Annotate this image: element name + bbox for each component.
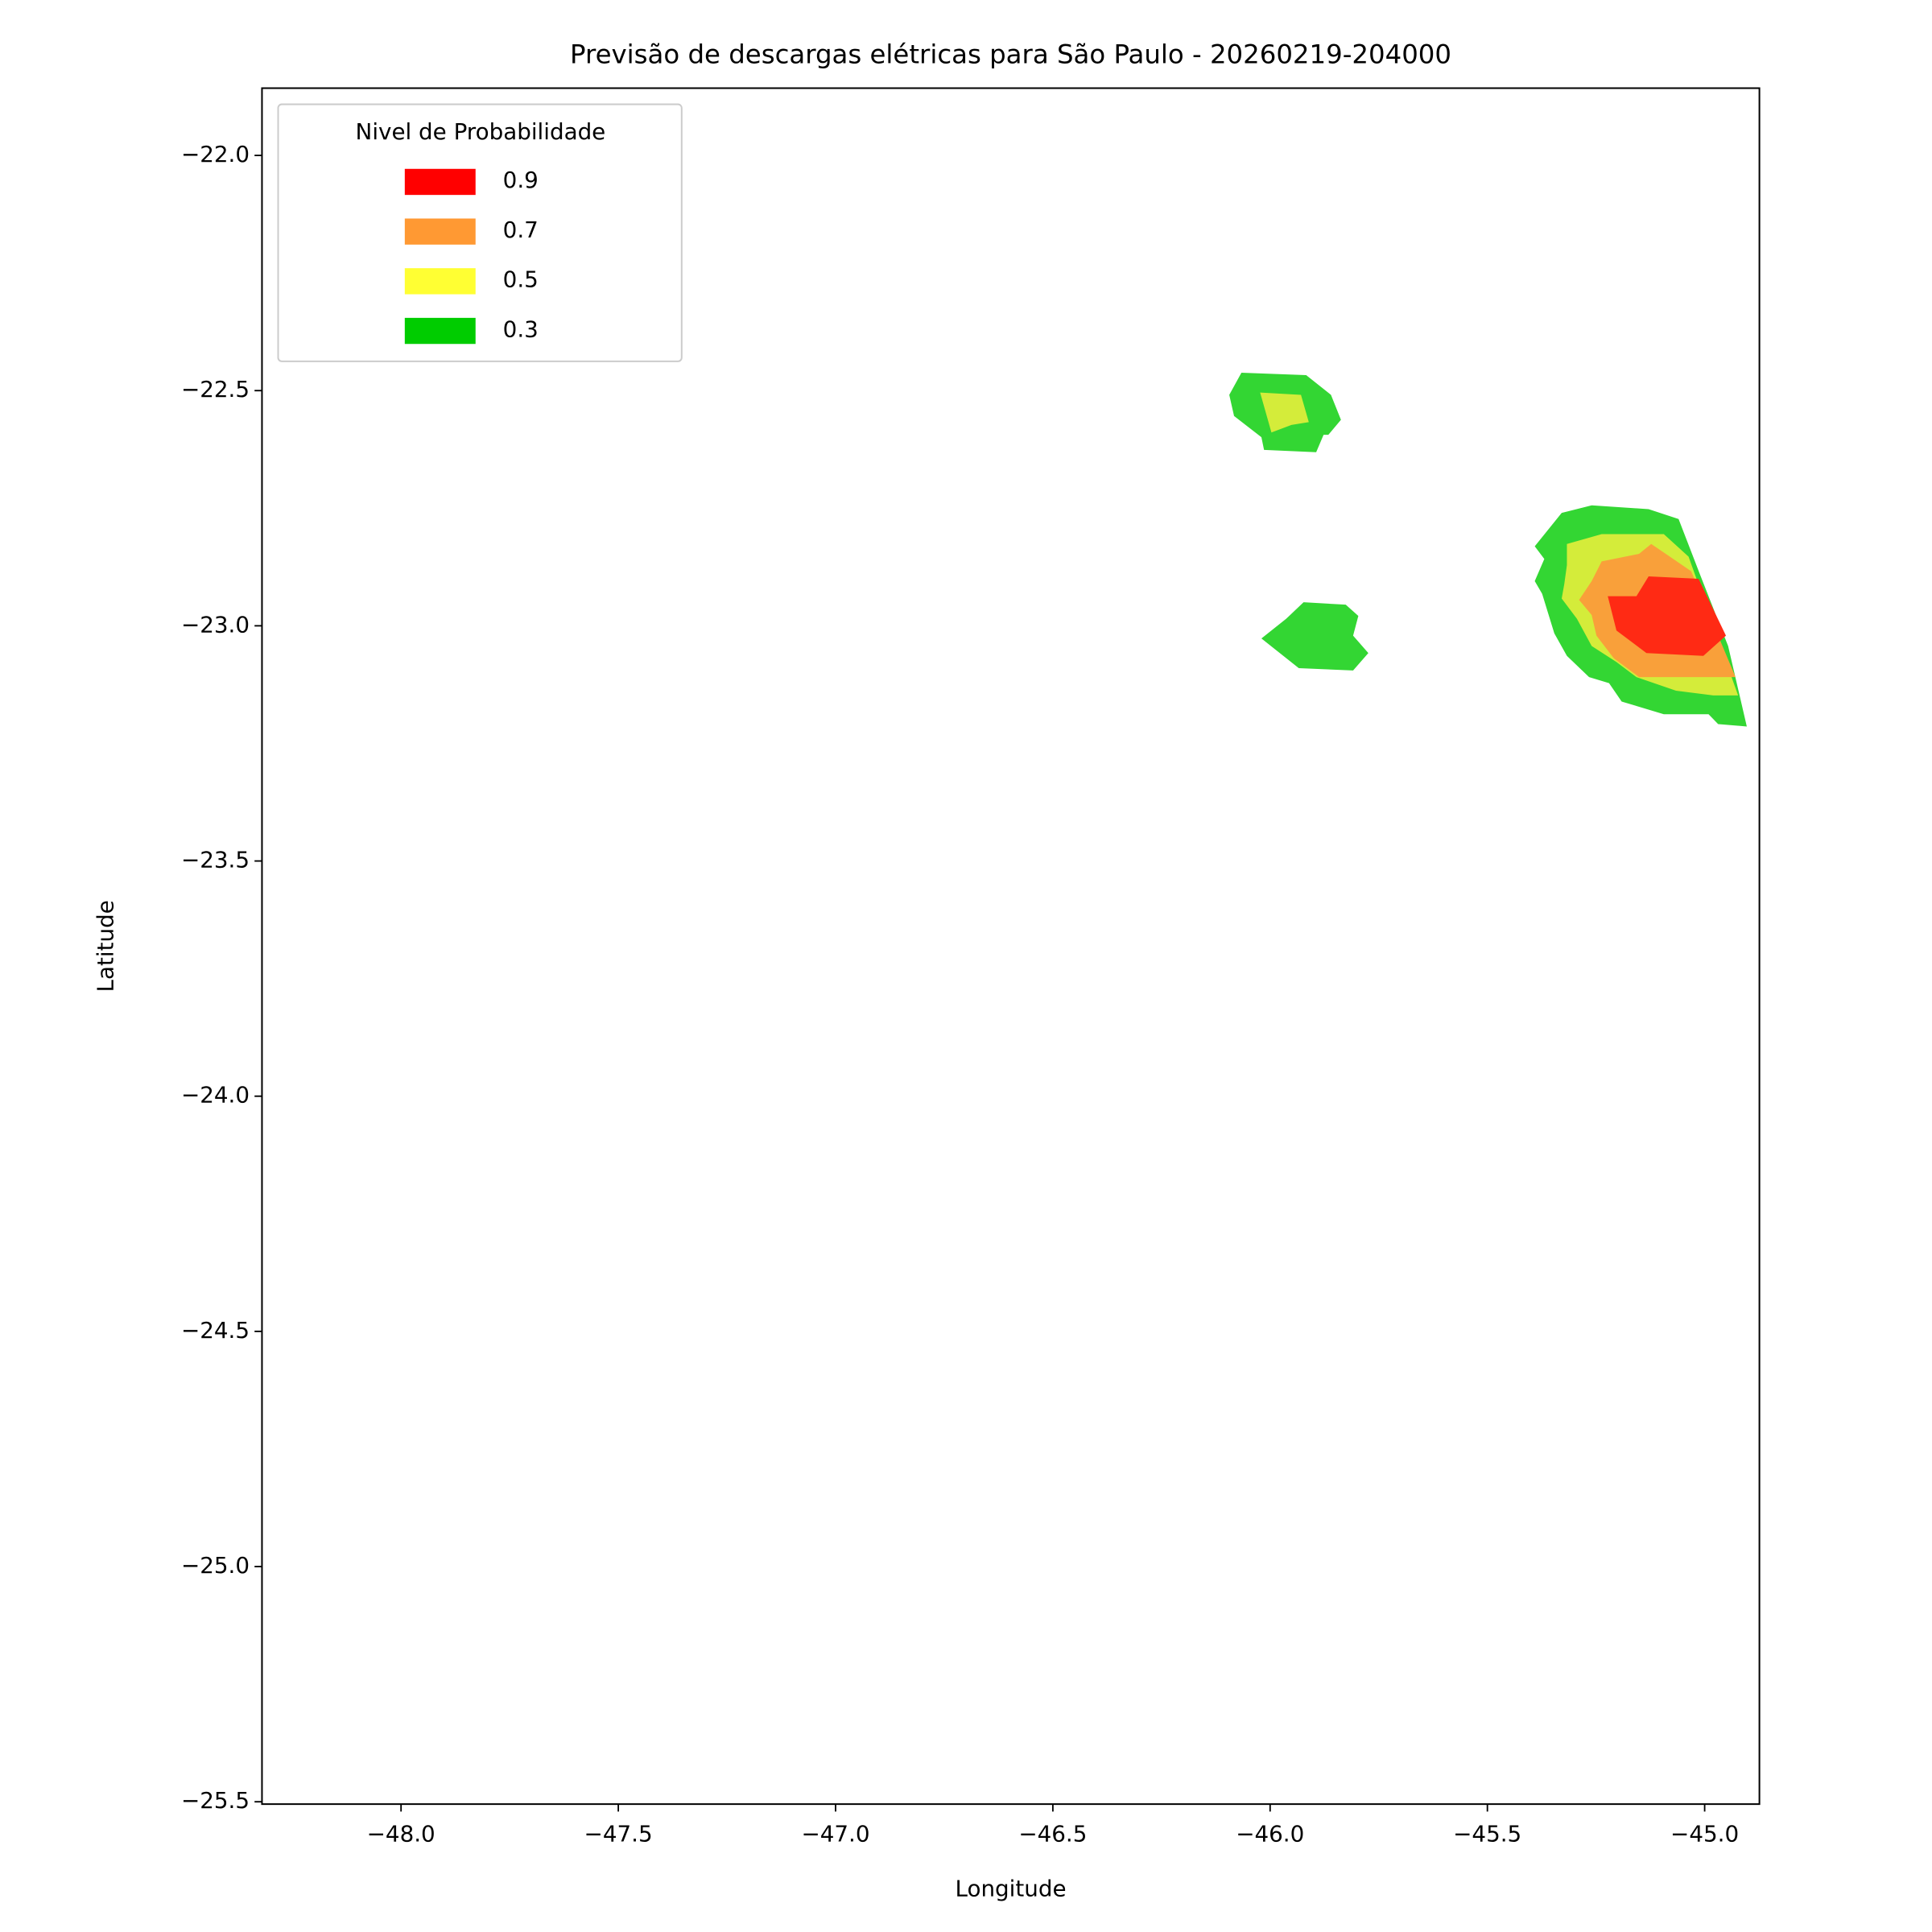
contour-region	[1260, 392, 1309, 433]
x-tick-label: −46.0	[1236, 1820, 1304, 1847]
x-tick-label: −48.0	[367, 1820, 436, 1847]
x-axis-label: Longitude	[956, 1876, 1067, 1902]
y-tick-label: −23.0	[181, 611, 250, 638]
legend-swatch	[404, 268, 476, 295]
legend-label: 0.5	[503, 266, 539, 293]
x-tick-label: −45.5	[1453, 1820, 1521, 1847]
x-tick-label: −45.0	[1670, 1820, 1739, 1847]
y-tick-label: −22.5	[181, 376, 250, 402]
legend-label: 0.3	[503, 316, 539, 342]
legend-title: Nivel de Probabilidade	[356, 118, 606, 145]
legend-swatch	[404, 168, 476, 196]
contour-region	[1608, 576, 1727, 656]
x-tick-label: −46.5	[1018, 1820, 1087, 1847]
y-tick-label: −24.0	[181, 1082, 250, 1108]
y-tick-label: −25.0	[181, 1552, 250, 1579]
y-tick-label: −23.5	[181, 847, 250, 873]
y-tick-label: −22.0	[181, 141, 250, 167]
legend-box	[277, 103, 683, 362]
y-tick-label: −25.5	[181, 1787, 250, 1814]
contour-region	[1261, 602, 1368, 671]
x-tick-label: −47.0	[801, 1820, 869, 1847]
legend-swatch	[404, 218, 476, 245]
x-tick-label: −47.5	[584, 1820, 653, 1847]
y-axis-label: Latitude	[93, 900, 119, 992]
axes-frame	[261, 87, 1761, 1806]
legend-label: 0.7	[503, 217, 539, 243]
chart-title: Previsão de descargas elétricas para São…	[570, 39, 1451, 69]
legend-swatch	[404, 317, 476, 345]
y-tick-label: −24.5	[181, 1317, 250, 1344]
legend-label: 0.9	[503, 167, 539, 193]
